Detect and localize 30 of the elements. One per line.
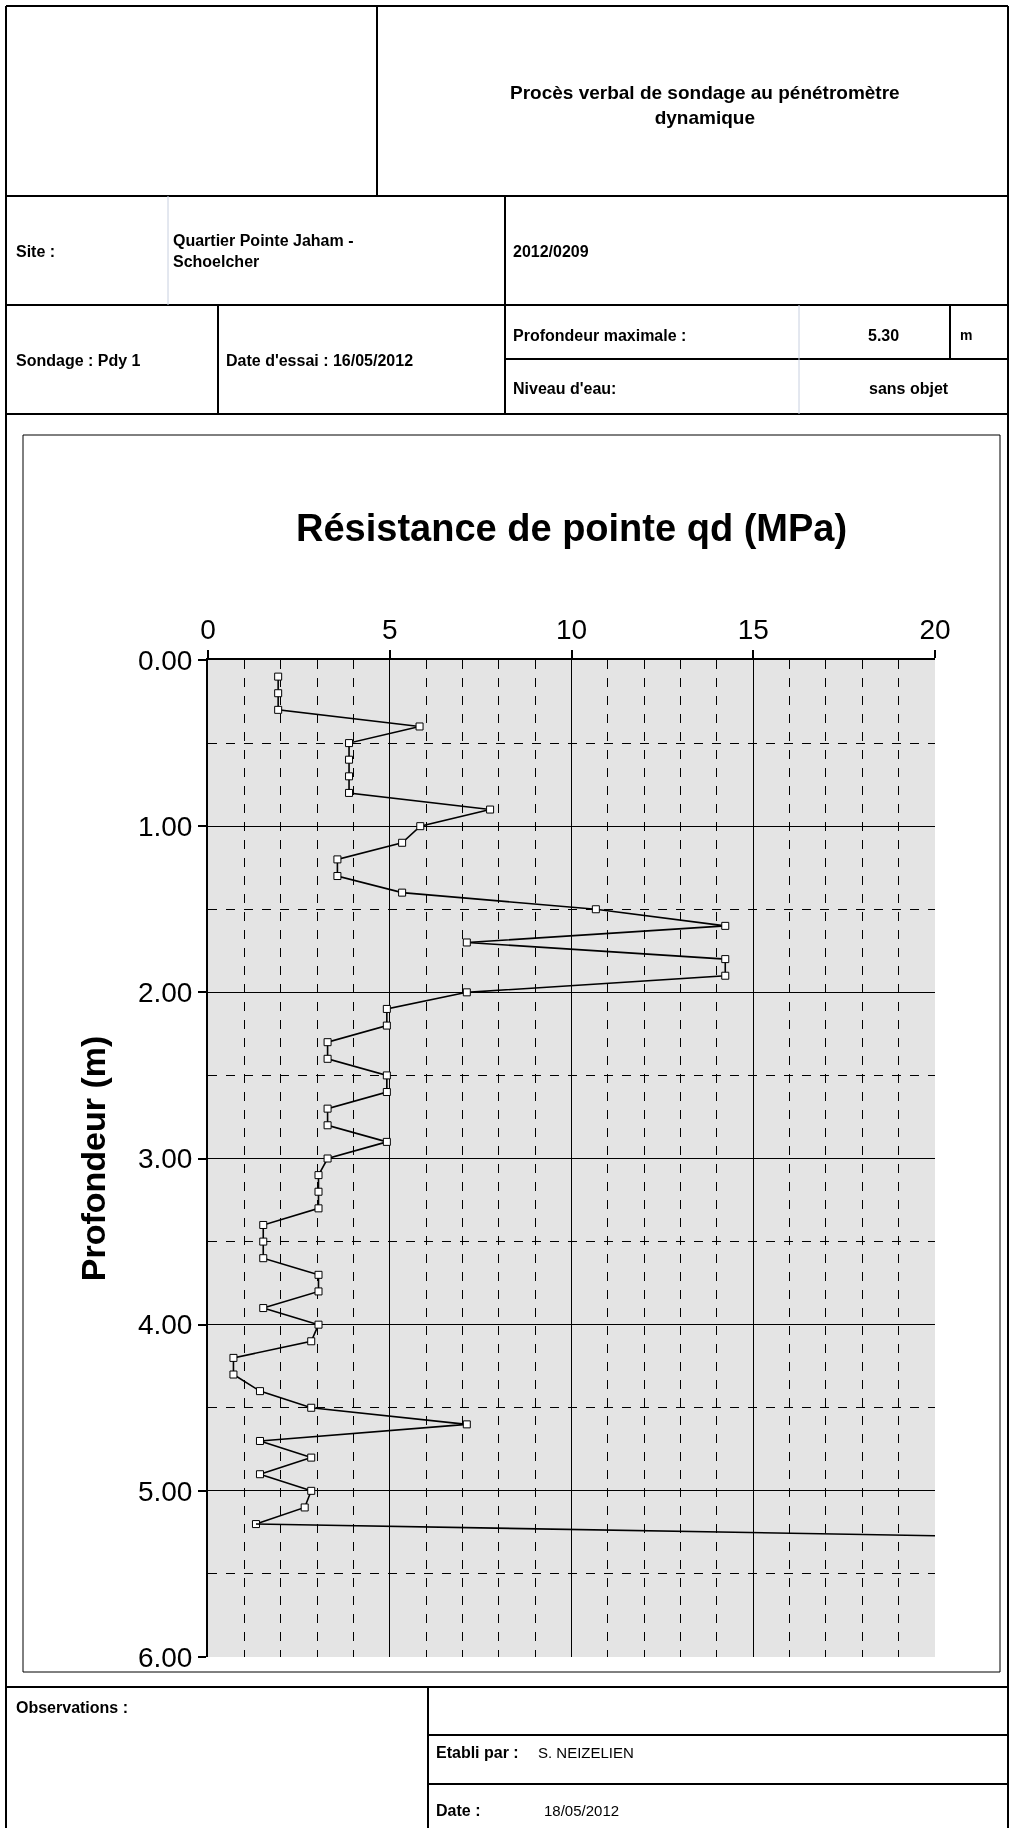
text: Etabli par :: [436, 1744, 519, 1761]
text: 2012/0209: [513, 243, 589, 260]
x-tick-label: 5: [381, 613, 398, 645]
text: Profondeur maximale :: [513, 327, 687, 344]
text: Sondage : Pdy 1: [16, 352, 141, 369]
y-tick-label: 1.00: [137, 810, 193, 842]
text: m: [960, 327, 973, 343]
y-tick-label: 2.00: [137, 977, 193, 1009]
text: Observations :: [16, 1699, 129, 1716]
text: Site :: [16, 243, 56, 260]
text: Niveau d'eau:: [513, 380, 617, 397]
x-tick-label: 10: [555, 613, 588, 645]
text: Quartier Pointe Jaham - Schoelcher: [173, 232, 354, 270]
text: sans objet: [869, 380, 949, 397]
x-tick-label: 20: [919, 613, 951, 645]
y-tick-label: 6.00: [137, 1641, 193, 1673]
text: 18/05/2012: [544, 1802, 620, 1819]
y-axis-title: Profondeur (m): [74, 1035, 112, 1282]
text: 5.30: [868, 327, 900, 344]
y-tick-label: 4.00: [137, 1309, 193, 1341]
x-tick-label: 15: [737, 613, 769, 645]
y-tick-label: 3.00: [137, 1143, 193, 1175]
text: Date :: [436, 1802, 481, 1819]
text: Procès verbal de sondage au pénétromètre dynamique: [510, 82, 900, 128]
text: Date d'essai : 16/05/2012: [226, 352, 414, 369]
x-tick-label: 0: [200, 613, 216, 645]
y-tick-label: 0.00: [137, 644, 193, 676]
text: S. NEIZELIEN: [538, 1744, 634, 1761]
y-tick-label: 5.00: [137, 1475, 193, 1507]
chart-title: Résistance de pointe qd (MPa): [296, 507, 848, 549]
